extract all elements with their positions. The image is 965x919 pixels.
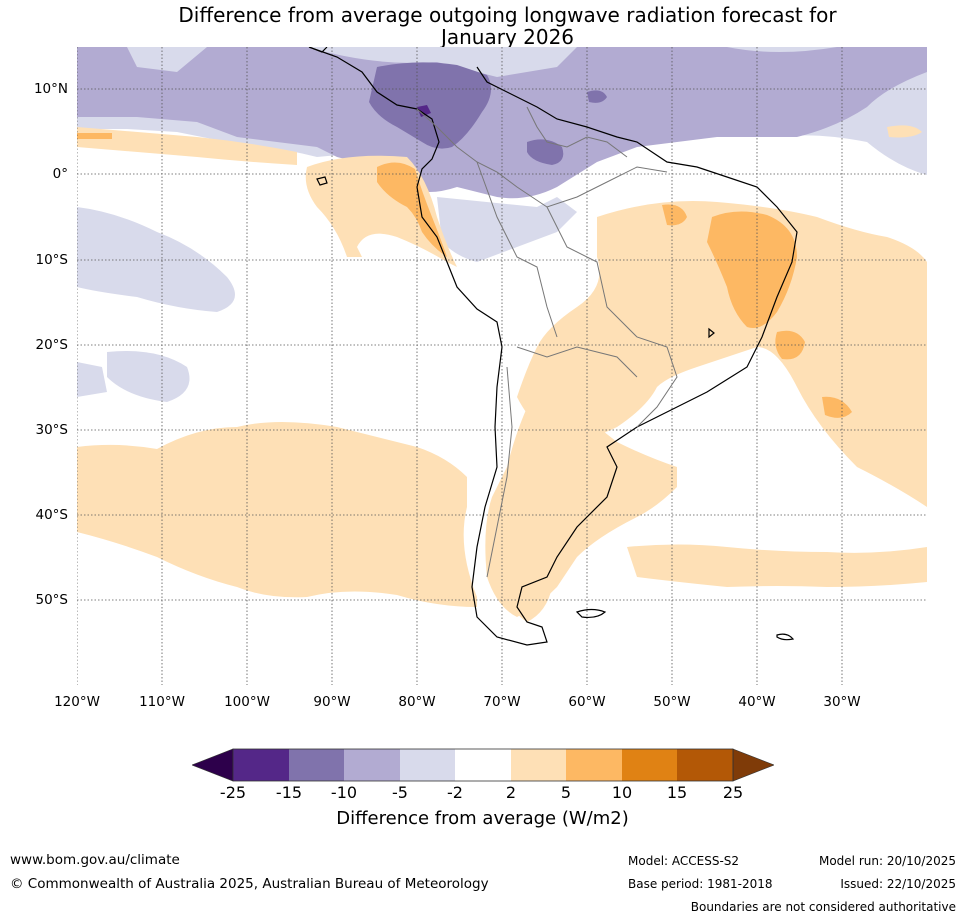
region-pos2-eq-pacific — [77, 127, 297, 165]
colorbar-arrow-right — [732, 748, 775, 782]
lon-label-110w: 110°W — [139, 694, 185, 710]
region-neg2-pacific-2 — [107, 351, 190, 402]
region-pos5-eq-west — [77, 133, 112, 139]
lat-label-40s: 40°S — [35, 507, 69, 523]
border-central — [546, 206, 678, 428]
colorbar-swatch-pos10 — [622, 749, 677, 781]
negative-anomaly-regions — [77, 47, 927, 402]
lat-label-0: 0° — [52, 166, 68, 182]
title-line-1: Difference from average outgoing longwav… — [178, 3, 837, 27]
brazil-islands-outline — [708, 327, 715, 339]
colorbar-swatch-neg10 — [289, 749, 344, 781]
positive-anomaly-regions — [77, 125, 927, 622]
region-pos5-brazil-se — [775, 330, 805, 360]
colorbar — [191, 748, 775, 786]
footer-copyright: © Commonwealth of Australia 2025, Austra… — [10, 876, 489, 892]
lat-label-10n: 10°N — [33, 81, 68, 97]
border-bolivia-argentina — [516, 346, 638, 378]
colorbar-svg — [191, 748, 775, 782]
region-neg10-amazon — [369, 62, 491, 149]
region-neg15-colombia — [417, 105, 431, 117]
colorbar-tick-pos2: 2 — [505, 783, 517, 802]
south-georgia-outline — [776, 633, 795, 641]
border-andes-north — [416, 108, 668, 208]
footer-issued: Issued: 22/10/2025 — [840, 877, 956, 891]
region-neg2-pacific-1 — [77, 207, 235, 312]
lon-label-40w: 40°W — [738, 694, 776, 710]
region-pos5-atlantic — [822, 396, 852, 418]
lon-label-90w: 90°W — [313, 694, 351, 710]
region-pos2-east-islands — [887, 125, 922, 138]
central-america-coastline — [308, 47, 328, 53]
footer-model-run: Model run: 20/10/2025 — [818, 854, 956, 868]
region-neg2-south-amazon — [437, 197, 577, 262]
colorbar-label: Difference from average (W/m2) — [336, 808, 629, 829]
country-borders — [416, 106, 678, 578]
colorbar-swatch-neg2 — [400, 749, 455, 781]
colorbar-swatch-pos15 — [677, 749, 733, 781]
graticule — [77, 47, 927, 685]
lon-label-60w: 60°W — [568, 694, 606, 710]
chart-title: Difference from average outgoing longwav… — [0, 4, 965, 48]
colorbar-tick-neg25: -25 — [219, 783, 247, 802]
map-svg — [77, 47, 927, 685]
colorbar-swatch-pos2 — [511, 749, 566, 781]
south-america-coastline — [308, 47, 798, 646]
colorbar-tick-pos15: 15 — [666, 783, 688, 802]
coastlines — [308, 47, 798, 646]
anomaly-map — [77, 47, 927, 685]
region-neg2-pacific-3 — [77, 362, 107, 397]
colorbar-tick-pos10: 10 — [611, 783, 633, 802]
region-pos2-argentina — [485, 357, 677, 617]
region-pos2-south-pacific — [77, 422, 477, 607]
title-line-2: January 2026 — [440, 25, 575, 49]
colorbar-swatch-pos5 — [566, 749, 622, 781]
colorbar-tick-pos25: 25 — [722, 783, 744, 802]
colorbar-arrow-left — [191, 748, 234, 782]
colorbar-tick-pos5: 5 — [560, 783, 572, 802]
lon-label-50w: 50°W — [653, 694, 691, 710]
footer-base-period: Base period: 1981-2018 — [628, 877, 773, 891]
region-pos5-peru-coast — [377, 162, 447, 257]
region-pos5-brazil-small — [662, 204, 687, 226]
region-neg10-guyana — [527, 139, 564, 165]
region-pos5-brazil-ne — [707, 211, 797, 328]
colorbar-swatch-neg15 — [233, 749, 289, 781]
colorbar-tick-neg10: -10 — [330, 783, 358, 802]
colorbar-tick-neg5: -5 — [392, 783, 408, 802]
footer-model: Model: ACCESS-S2 — [628, 854, 740, 868]
lon-label-80w: 80°W — [398, 694, 436, 710]
region-pos2-south-atlantic — [627, 544, 927, 587]
lon-label-100w: 100°W — [224, 694, 270, 710]
colorbar-swatch-zero — [455, 749, 511, 781]
lon-label-70w: 70°W — [483, 694, 521, 710]
lat-label-20s: 20°S — [35, 337, 69, 353]
colorbar-tick-neg2: -2 — [447, 783, 463, 802]
colorbar-swatch-neg5 — [344, 749, 400, 781]
lon-label-120w: 120°W — [54, 694, 100, 710]
falklands-outline — [575, 608, 607, 619]
lat-label-10s: 10°S — [35, 252, 69, 268]
galapagos-outline — [316, 176, 328, 186]
footer-website-link[interactable]: www.bom.gov.au/climate — [10, 852, 180, 868]
lat-label-30s: 30°S — [35, 422, 69, 438]
colorbar-outline — [232, 748, 734, 782]
border-west-amazon — [476, 161, 558, 338]
footer-disclaimer: Boundaries are not considered authoritat… — [690, 900, 956, 914]
region-neg10-east — [587, 90, 607, 103]
border-chile-argentina — [486, 366, 513, 578]
lon-label-30w: 30°W — [823, 694, 861, 710]
region-neg5-north-band — [77, 47, 927, 199]
border-guianas — [526, 106, 628, 158]
lat-label-50s: 50°S — [35, 592, 69, 608]
colorbar-tick-neg15: -15 — [275, 783, 303, 802]
region-pos2-brazil — [517, 201, 927, 507]
